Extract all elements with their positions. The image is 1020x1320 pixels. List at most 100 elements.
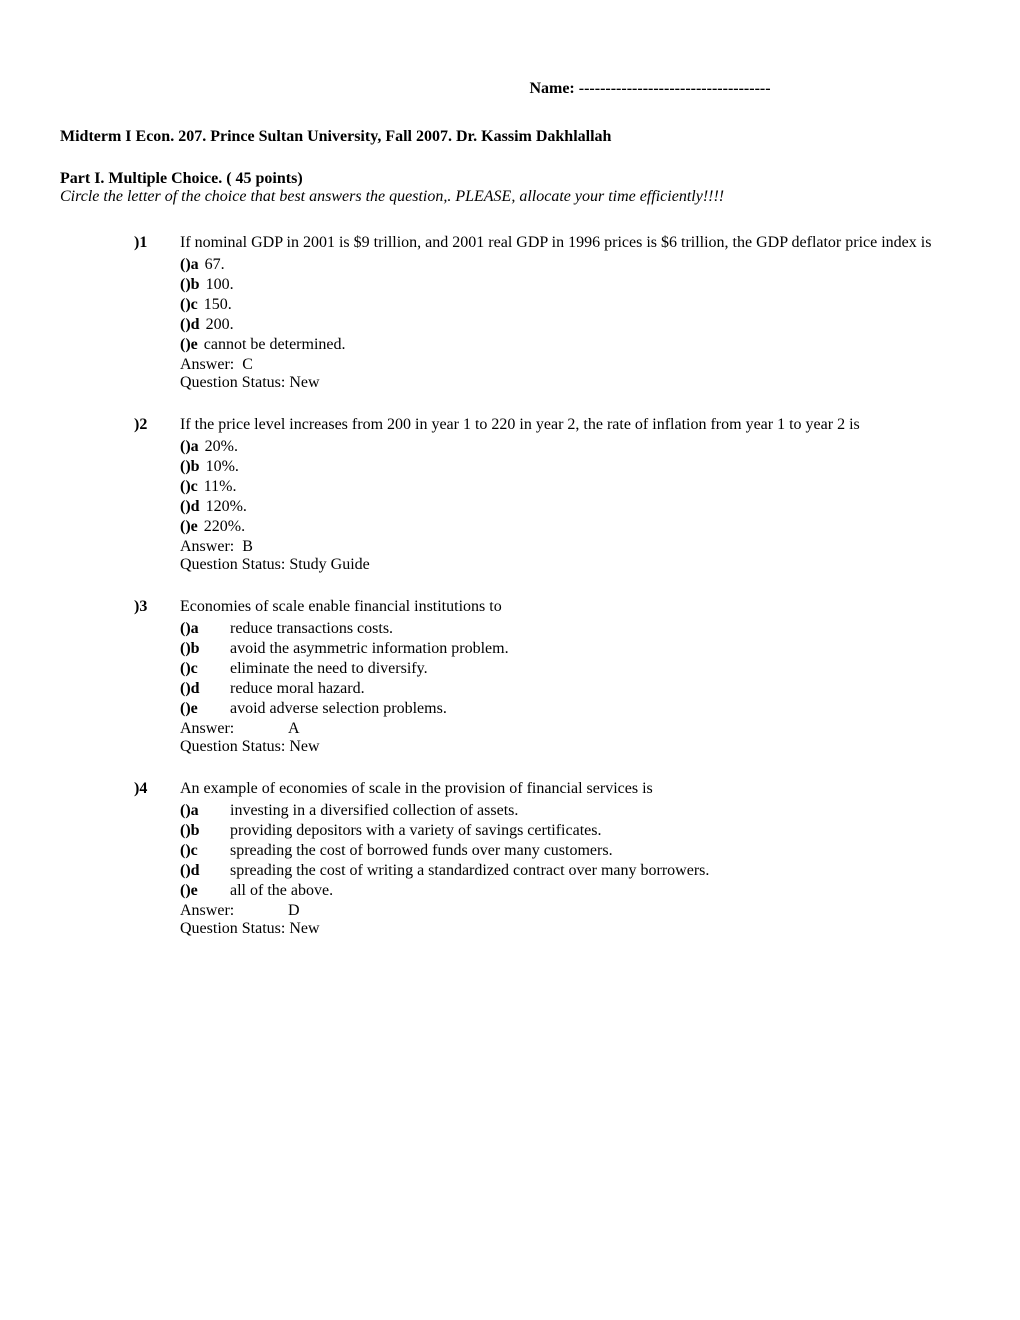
option-text: avoid adverse selection problems. [230,700,960,718]
question-body: If nominal GDP in 2001 is $9 trillion, a… [180,234,960,392]
question-block: )1If nominal GDP in 2001 is $9 trillion,… [134,234,960,392]
option-row: ()cspreading the cost of borrowed funds … [180,842,960,860]
question-block: )3Economies of scale enable financial in… [134,598,960,756]
option-label: ()c [180,296,198,314]
option-text: all of the above. [230,882,960,900]
answer-value: C [242,356,253,374]
answer-row: Answer: C [180,356,960,374]
answer-value: B [242,538,253,556]
option-label: ()b [180,276,200,294]
option-label: ()e [180,700,230,718]
answer-row: Answer: D [180,902,960,920]
exam-title: Midterm I Econ. 207. Prince Sultan Unive… [60,128,960,146]
name-label: Name: [529,80,574,97]
option-label: ()b [180,822,230,840]
option-label: ()a [180,620,230,638]
question-number: )1 [134,234,180,392]
question-body: An example of economies of scale in the … [180,780,960,938]
option-row: ()c 150. [180,296,960,314]
option-row: ()eall of the above. [180,882,960,900]
question-block: )2If the price level increases from 200 … [134,416,960,574]
option-row: ()e cannot be determined. [180,336,960,354]
option-row: ()a 67. [180,256,960,274]
answer-row: Answer: B [180,538,960,556]
option-row: ()celiminate the need to diversify. [180,660,960,678]
name-blank: ------------------------------------ [579,80,771,97]
question-number: )4 [134,780,180,938]
option-row: ()d 120%. [180,498,960,516]
option-text: avoid the asymmetric information problem… [230,640,960,658]
option-text: 200. [206,316,960,334]
instructions: Circle the letter of the choice that bes… [60,188,960,206]
questions-container: )1If nominal GDP in 2001 is $9 trillion,… [60,234,960,938]
option-text: 220%. [204,518,960,536]
option-row: ()e 220%. [180,518,960,536]
option-row: ()d 200. [180,316,960,334]
option-label: ()a [180,256,199,274]
option-label: ()a [180,802,230,820]
option-row: ()bavoid the asymmetric information prob… [180,640,960,658]
answer-value: D [288,902,300,920]
option-label: ()e [180,518,198,536]
question-status: Question Status: Study Guide [180,556,960,574]
option-label: ()d [180,498,200,516]
option-row: ()dreduce moral hazard. [180,680,960,698]
option-text: 120%. [206,498,960,516]
option-text: 67. [205,256,960,274]
question-block: )4An example of economies of scale in th… [134,780,960,938]
option-row: ()bproviding depositors with a variety o… [180,822,960,840]
option-text: reduce moral hazard. [230,680,960,698]
question-status: Question Status: New [180,920,960,938]
option-row: ()c 11%. [180,478,960,496]
option-text: 10%. [206,458,960,476]
question-body: If the price level increases from 200 in… [180,416,960,574]
option-label: ()c [180,478,198,496]
question-status: Question Status: New [180,738,960,756]
name-field: Name: ----------------------------------… [60,80,960,98]
option-label: ()b [180,640,230,658]
answer-label: Answer: [180,356,234,374]
question-number: )3 [134,598,180,756]
option-text: 150. [204,296,960,314]
question-stem: An example of economies of scale in the … [180,780,960,798]
option-text: providing depositors with a variety of s… [230,822,960,840]
answer-value: A [288,720,300,738]
option-label: ()e [180,336,198,354]
option-text: cannot be determined. [204,336,960,354]
option-text: spreading the cost of borrowed funds ove… [230,842,960,860]
option-text: spreading the cost of writing a standard… [230,862,960,880]
option-label: ()b [180,458,200,476]
option-text: 100. [206,276,960,294]
option-row: ()b 10%. [180,458,960,476]
answer-label: Answer: [180,902,280,920]
option-row: ()eavoid adverse selection problems. [180,700,960,718]
part-heading: Part I. Multiple Choice. ( 45 points) [60,170,303,187]
option-label: ()d [180,862,230,880]
option-label: ()c [180,842,230,860]
question-body: Economies of scale enable financial inst… [180,598,960,756]
option-label: ()c [180,660,230,678]
option-label: ()d [180,316,200,334]
option-label: ()a [180,438,199,456]
question-stem: Economies of scale enable financial inst… [180,598,960,616]
option-text: reduce transactions costs. [230,620,960,638]
option-row: ()b 100. [180,276,960,294]
question-status: Question Status: New [180,374,960,392]
option-label: ()d [180,680,230,698]
option-text: 20%. [205,438,960,456]
question-number: )2 [134,416,180,574]
option-row: ()dspreading the cost of writing a stand… [180,862,960,880]
answer-label: Answer: [180,720,280,738]
option-text: investing in a diversified collection of… [230,802,960,820]
answer-row: Answer: A [180,720,960,738]
answer-label: Answer: [180,538,234,556]
option-row: ()ainvesting in a diversified collection… [180,802,960,820]
option-text: 11%. [204,478,960,496]
question-stem: If nominal GDP in 2001 is $9 trillion, a… [180,234,960,252]
option-text: eliminate the need to diversify. [230,660,960,678]
option-row: ()a 20%. [180,438,960,456]
question-stem: If the price level increases from 200 in… [180,416,960,434]
option-row: ()areduce transactions costs. [180,620,960,638]
part-section: Part I. Multiple Choice. ( 45 points) [60,170,960,188]
option-label: ()e [180,882,230,900]
